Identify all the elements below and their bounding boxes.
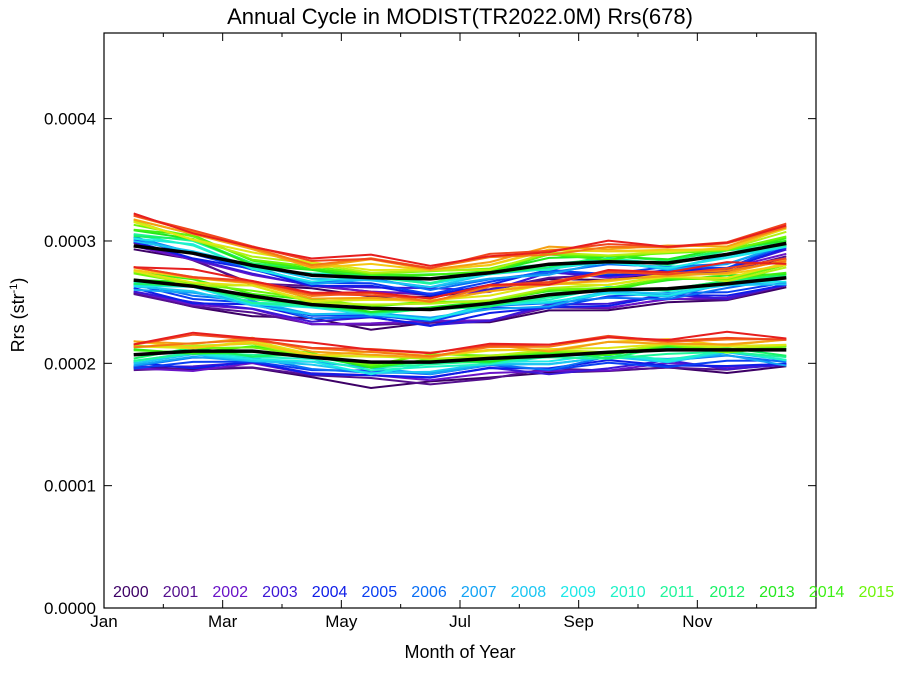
legend-label: 2005: [362, 584, 398, 601]
legend-label: 2011: [660, 584, 695, 601]
chart-title: Annual Cycle in MODIST(TR2022.0M) Rrs(67…: [227, 4, 693, 29]
x-tick-label: Sep: [564, 612, 594, 631]
year-series-line: [133, 330, 787, 355]
legend-label: 2012: [709, 584, 745, 601]
legend: 2000 2001 2002 2003 2004 2005 2006 2007 2008 2009…: [113, 584, 894, 601]
series-lines: [133, 212, 787, 390]
legend-label: 2000: [113, 584, 149, 601]
y-axis-title-main: Rrs (str: [8, 293, 28, 352]
year-series-line: [133, 336, 787, 358]
y-tick-label: 0.0000: [44, 599, 96, 618]
year-series-line: [133, 261, 787, 300]
y-axis-ticks: 0.0000 0.0001 0.0002 0.0003 0.0004: [44, 110, 816, 618]
y-tick-label: 0.0002: [44, 354, 96, 373]
legend-label: 2001: [163, 584, 199, 601]
legend-label: 2006: [411, 584, 447, 601]
x-tick-label: May: [325, 612, 358, 631]
legend-label: 2013: [759, 584, 795, 601]
year-series-line: [133, 343, 787, 367]
legend-label: 2010: [610, 584, 646, 601]
legend-label: 2015: [859, 584, 895, 601]
legend-label: 2008: [511, 584, 547, 601]
year-series-line: [133, 212, 787, 267]
legend-label: 2014: [809, 584, 845, 601]
x-tick-label: Mar: [208, 612, 238, 631]
year-series-line: [133, 361, 787, 382]
x-tick-label: Jan: [90, 612, 117, 631]
mean-series-line: [133, 348, 787, 364]
mean-series-line: [133, 241, 787, 281]
legend-label: 2002: [212, 584, 248, 601]
x-tick-label: Nov: [682, 612, 713, 631]
y-axis-title: Rrs (str-1): [8, 278, 28, 353]
year-series-line: [133, 280, 787, 321]
legend-label: 2004: [312, 584, 348, 601]
legend-label: 2009: [560, 584, 596, 601]
y-tick-label: 0.0004: [44, 110, 96, 129]
y-axis-title-sup: -1: [8, 284, 20, 294]
legend-label: 2007: [461, 584, 497, 601]
year-series-line: [133, 261, 787, 303]
x-tick-label: Jul: [449, 612, 471, 631]
y-tick-label: 0.0001: [44, 477, 96, 496]
mean-series-line: [133, 275, 787, 312]
y-tick-label: 0.0003: [44, 232, 96, 251]
y-axis-title-close: ): [8, 278, 28, 284]
year-series-line: [133, 362, 787, 386]
x-axis-ticks: Jan Mar May Jul Sep Nov: [90, 33, 758, 631]
x-axis-title: Month of Year: [404, 642, 515, 662]
legend-label: 2003: [262, 584, 298, 601]
